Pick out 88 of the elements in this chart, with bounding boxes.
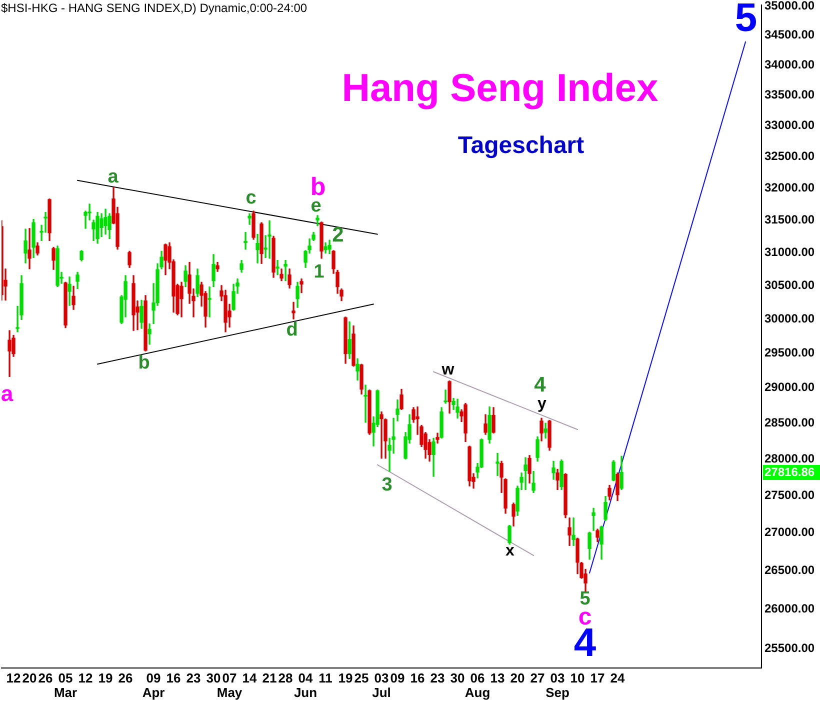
candlestick <box>248 213 252 225</box>
candlestick <box>244 232 248 250</box>
x-tick-label: 20 <box>510 670 525 686</box>
x-tick-label: 19 <box>338 670 353 686</box>
x-tick-label: 23 <box>186 670 201 686</box>
annotation: 3 <box>382 474 392 496</box>
y-tick-label: 32500.00 <box>764 148 815 163</box>
candlestick <box>44 212 48 233</box>
annotation: w <box>442 362 454 379</box>
y-tick-label: 28000.00 <box>764 451 815 466</box>
x-tick-label: 09 Apr <box>142 670 165 700</box>
candlestick <box>276 260 280 276</box>
y-tick-label: 30500.00 <box>764 278 815 292</box>
candlestick <box>292 302 296 320</box>
candlestick <box>364 384 368 423</box>
annotation: a <box>0 381 14 406</box>
candlestick <box>572 518 576 546</box>
annotation: y <box>538 396 546 414</box>
x-tick-label: 11 <box>318 670 332 686</box>
annotation: $HSI-HKG - HANG SENG INDEX,D) Dynamic,0:00-24:00 <box>1 1 308 15</box>
x-tick-label: 27 <box>530 670 545 686</box>
y-tick-label: 27500.00 <box>764 488 815 502</box>
candlestick <box>284 260 288 282</box>
x-tick-label: 04 Jun <box>294 670 318 700</box>
x-tick-label: 30 <box>206 670 221 686</box>
x-tick-label: 14 <box>242 670 258 686</box>
y-tick-label: 33000.00 <box>764 118 815 132</box>
x-tick-label: 13 <box>490 670 505 686</box>
y-tick-label: 29500.00 <box>764 345 815 360</box>
annotation: 5 <box>734 0 758 40</box>
x-tick-label: 16 <box>166 670 181 686</box>
x-tick-label: 24 <box>610 670 626 686</box>
annotation: a <box>108 166 118 188</box>
y-tick-label: 34500.00 <box>764 28 815 42</box>
candlestick <box>380 411 384 459</box>
x-tick-label: 03 Sep <box>546 670 570 700</box>
x-tick-label: 12 <box>6 670 21 686</box>
x-tick-label: 30 <box>450 670 465 686</box>
candlestick <box>208 286 212 318</box>
candlestick <box>524 457 528 490</box>
text: 27816.86 <box>762 464 820 480</box>
x-tick-label: 26 <box>38 670 53 686</box>
x-tick-label: 25 <box>354 670 369 686</box>
annotation: 1 <box>314 261 324 282</box>
x-tick-label: 17 <box>590 670 605 686</box>
y-tick-label: 25500.00 <box>764 641 815 656</box>
y-tick-label: 27000.00 <box>764 525 815 540</box>
y-tick-label: 29000.00 <box>764 380 815 394</box>
candlestick <box>496 452 500 476</box>
y-tick-label: 33500.00 <box>764 87 815 102</box>
y-tick-label: 31500.00 <box>764 212 815 226</box>
y-tick-label: 26000.00 <box>764 602 815 616</box>
annotation: c <box>246 187 256 208</box>
annotation: 2 <box>332 224 344 247</box>
annotation: x <box>506 542 514 560</box>
x-tick-label: 12 <box>78 670 93 686</box>
x-tick-label: 16 <box>410 670 425 686</box>
y-tick-label: 35000.00 <box>764 0 815 12</box>
x-tick-label: 20 <box>22 670 37 686</box>
candlestick <box>592 508 596 531</box>
annotation: 4 <box>534 374 546 397</box>
candlestick <box>444 390 448 404</box>
annotation: b <box>138 352 150 374</box>
y-tick-label: 32000.00 <box>764 180 815 194</box>
x-tick-label: 26 <box>118 670 133 686</box>
text: Tageschart <box>458 132 584 159</box>
x-tick-label: 05 Mar <box>54 670 78 700</box>
x-tick-label: 06 Aug <box>464 670 490 700</box>
annotation: 5 <box>580 588 590 610</box>
text: Hang Seng Index <box>342 67 658 110</box>
candlestick <box>256 234 260 264</box>
candlestick <box>268 220 272 259</box>
x-tick-label: 28 <box>278 670 293 686</box>
x-tick-label: 23 <box>430 670 445 686</box>
candlestick <box>8 330 12 377</box>
x-tick-label: 03 Jul <box>372 670 391 700</box>
x-tick-label: 21 <box>262 670 277 686</box>
x-tick-label: 09 <box>390 670 405 686</box>
y-tick-label: 30000.00 <box>764 311 815 326</box>
y-tick-label: 31000.00 <box>764 244 815 259</box>
candlestick <box>300 278 304 294</box>
y-tick-label: 28500.00 <box>764 415 815 430</box>
x-tick-label: 10 <box>570 670 585 686</box>
x-tick-label: 19 <box>98 670 113 686</box>
y-tick-label: 34000.00 <box>764 57 815 72</box>
y-tick-label: 26500.00 <box>764 563 815 578</box>
candlestick <box>28 228 32 270</box>
annotation: d <box>286 319 298 340</box>
